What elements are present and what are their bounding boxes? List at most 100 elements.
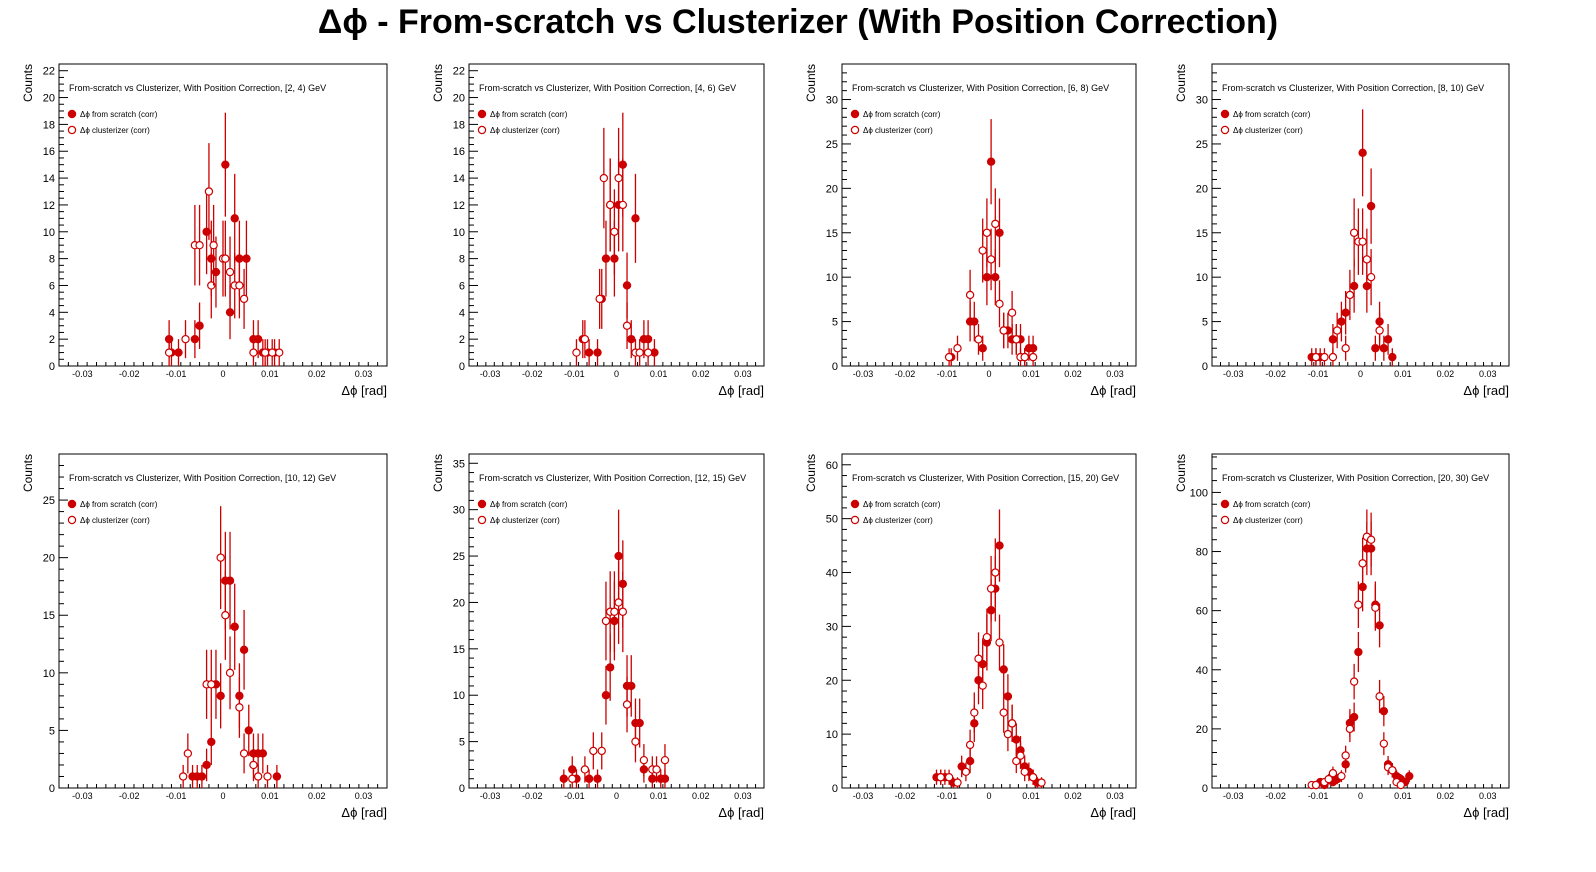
- data-point: [197, 772, 207, 781]
- data-point: [1358, 237, 1367, 246]
- data-point: [1328, 335, 1338, 344]
- data-point: [1366, 201, 1376, 211]
- data-point: [580, 334, 590, 344]
- x-tick-label: 0.03: [355, 369, 373, 379]
- y-tick-label: 12: [453, 200, 465, 212]
- data-point: [1341, 344, 1350, 353]
- chart-panel-1: -0.03 -0.02 -0.01 0 0.01 0.02 0.03 0 2 4 6 8 10 12 14 1…: [21, 63, 388, 398]
- series-from-scratch: [164, 112, 279, 366]
- x-tick-label: 0.03: [734, 791, 752, 801]
- data-point: [1349, 712, 1359, 722]
- y-tick-label: 30: [453, 505, 465, 517]
- x-axis-label: Δϕ [rad]: [718, 383, 764, 398]
- x-tick-label: -0.02: [119, 369, 140, 379]
- y-tick-label: 2: [459, 334, 465, 346]
- data-point: [253, 772, 263, 781]
- legend-marker-open: [67, 515, 77, 525]
- data-point: [618, 200, 628, 210]
- data-point: [263, 772, 272, 781]
- data-point: [974, 654, 983, 663]
- data-point: [572, 348, 581, 357]
- data-point: [1371, 603, 1380, 612]
- data-point: [1358, 148, 1367, 158]
- data-point: [580, 765, 590, 774]
- plot-title: From-scratch vs Clusterizer, With Positi…: [69, 83, 326, 93]
- data-point: [559, 774, 569, 783]
- data-point: [610, 607, 619, 616]
- y-tick-label: 5: [1202, 317, 1208, 329]
- x-tick-label: -0.02: [522, 791, 543, 801]
- data-point: [593, 774, 602, 783]
- x-tick-label: -0.01: [1308, 369, 1329, 379]
- x-axis-label: Δϕ [rad]: [341, 383, 387, 398]
- series-from-scratch: [188, 531, 282, 788]
- y-tick-label: 0: [1202, 361, 1208, 373]
- y-tick-label: 0: [49, 783, 55, 795]
- series-from-scratch: [1307, 109, 1397, 366]
- y-axis-label: Counts: [804, 64, 818, 102]
- x-tick-label: -0.03: [1223, 791, 1244, 801]
- x-tick-label: -0.03: [480, 369, 501, 379]
- data-point: [1003, 729, 1013, 739]
- y-tick-label: 22: [43, 66, 55, 78]
- x-tick-label: -0.02: [119, 791, 140, 801]
- y-tick-label: 5: [832, 317, 838, 329]
- x-tick-label: 0: [614, 791, 619, 801]
- data-point: [225, 308, 235, 317]
- series-clusterizer: [936, 538, 1046, 788]
- y-tick-label: 0: [459, 361, 465, 373]
- y-tick-label: 80: [1196, 547, 1208, 559]
- y-tick-label: 0: [459, 783, 465, 795]
- y-tick-label: 20: [1196, 183, 1208, 195]
- y-tick-label: 4: [459, 307, 465, 319]
- data-point: [1375, 621, 1384, 630]
- data-point: [605, 663, 615, 672]
- plot-title: From-scratch vs Clusterizer, With Positi…: [479, 473, 746, 483]
- data-point: [1349, 228, 1359, 237]
- data-point: [1383, 335, 1393, 344]
- y-tick-label: 6: [459, 280, 465, 292]
- data-point: [970, 317, 979, 326]
- data-point: [174, 348, 183, 357]
- series-clusterizer: [1311, 198, 1384, 366]
- x-tick-label: 0.02: [308, 791, 326, 801]
- y-axis-label: Counts: [21, 454, 35, 492]
- y-axis-label: Counts: [1174, 454, 1188, 492]
- data-point: [1320, 352, 1329, 362]
- plot-title: From-scratch vs Clusterizer, With Positi…: [69, 473, 336, 483]
- series-clusterizer: [164, 143, 284, 366]
- x-tick-label: 0.03: [1479, 369, 1497, 379]
- data-point: [244, 726, 253, 735]
- x-tick-label: -0.01: [564, 369, 585, 379]
- data-point: [204, 187, 214, 196]
- data-point: [605, 200, 615, 210]
- legend-label: Δϕ from scratch (corr): [863, 110, 941, 119]
- legend-label: Δϕ clusterizer (corr): [490, 516, 560, 525]
- y-tick-label: 2: [49, 334, 55, 346]
- y-tick-label: 8: [459, 254, 465, 266]
- data-point: [597, 746, 606, 756]
- data-point: [216, 553, 225, 562]
- data-point: [1012, 735, 1021, 744]
- data-point: [1371, 344, 1380, 353]
- data-point: [1337, 317, 1346, 326]
- y-tick-label: 15: [453, 644, 465, 656]
- y-tick-label: 10: [43, 668, 55, 680]
- y-tick-label: 40: [826, 568, 838, 580]
- y-tick-label: 35: [453, 458, 465, 470]
- legend-label: Δϕ from scratch (corr): [80, 500, 158, 509]
- y-tick-label: 20: [1196, 724, 1208, 736]
- y-tick-label: 30: [1196, 95, 1208, 107]
- legend-label: Δϕ from scratch (corr): [80, 110, 158, 119]
- data-point: [272, 772, 282, 781]
- x-tick-label: -0.02: [895, 791, 916, 801]
- y-tick-label: 15: [826, 228, 838, 240]
- y-tick-label: 16: [43, 146, 55, 158]
- chart-panel-6: -0.03 -0.02 -0.01 0 0.01 0.02 0.03 0 5 10 15 20 25 30…: [431, 453, 765, 820]
- legend-marker-filled: [67, 109, 77, 119]
- y-tick-label: 50: [826, 514, 838, 526]
- legend-label: Δϕ clusterizer (corr): [1233, 516, 1303, 525]
- data-point: [610, 227, 619, 236]
- x-axis-label: Δϕ [rad]: [718, 805, 764, 820]
- x-tick-label: 0.03: [1479, 791, 1497, 801]
